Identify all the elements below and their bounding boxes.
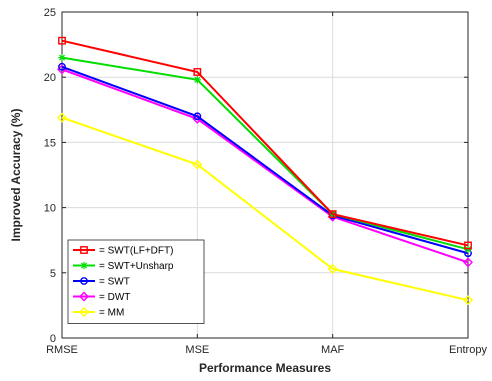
data-point xyxy=(58,53,66,62)
series-1 xyxy=(58,36,472,250)
legend-item: = SWT xyxy=(73,277,130,288)
legend-item: = DWT xyxy=(73,291,130,303)
data-point xyxy=(57,112,67,123)
data-point xyxy=(193,76,202,84)
y-tick-label: 15 xyxy=(44,137,56,149)
data-point xyxy=(464,241,472,250)
legend-item: = SWT(LF+DFT) xyxy=(73,246,173,257)
data-point xyxy=(58,62,66,71)
y-axis-label: Improved Accuracy (%) xyxy=(9,109,23,242)
y-tick-label: 0 xyxy=(50,333,56,345)
legend-item: = MM xyxy=(73,307,124,319)
series-group xyxy=(57,36,473,306)
data-point xyxy=(463,295,473,306)
data-point xyxy=(192,159,203,170)
x-tick-label: MAF xyxy=(321,344,345,356)
series-3 xyxy=(58,62,472,258)
x-tick-label: RMSE xyxy=(46,344,78,356)
data-point xyxy=(327,263,338,274)
y-tick-label: 25 xyxy=(44,7,56,19)
x-tick-label: MSE xyxy=(185,344,209,356)
data-point xyxy=(58,36,66,45)
legend-marker xyxy=(80,261,88,270)
legend: = SWT(LF+DFT) = SWT+Unsharp = SWT = DWT = MM xyxy=(67,239,205,324)
legend-label: = SWT+Unsharp xyxy=(99,261,174,272)
legend-marker xyxy=(80,277,88,285)
data-point xyxy=(193,68,202,76)
legend-label: = MM xyxy=(99,308,124,319)
y-tick-label: 10 xyxy=(44,203,56,215)
y-tick-label: 5 xyxy=(50,268,56,280)
legend-label: = DWT xyxy=(99,292,130,303)
x-tick-label: Entropy xyxy=(449,344,487,356)
legend-marker xyxy=(79,307,89,317)
y-tick-label: 20 xyxy=(44,72,56,84)
legend-item: = SWT+Unsharp xyxy=(73,261,174,272)
series-line xyxy=(61,39,469,247)
series-5 xyxy=(57,112,473,306)
legend-marker xyxy=(79,291,89,302)
series-2 xyxy=(58,53,472,254)
data-point xyxy=(464,245,472,254)
data-point xyxy=(193,112,202,121)
legend-label: = SWT xyxy=(99,277,130,288)
x-axis-label: Performance Measures xyxy=(199,361,331,375)
axis-ticks: 0 5 10 15 20 25 RMSE MSE MAF Entropy xyxy=(44,7,488,356)
plot-frame xyxy=(61,11,469,339)
series-line xyxy=(61,56,469,251)
data-point xyxy=(328,210,337,219)
series-line xyxy=(61,65,469,255)
data-point xyxy=(463,257,473,268)
series-line xyxy=(61,116,469,302)
legend-marker xyxy=(80,246,88,254)
legend-label: = SWT(LF+DFT) xyxy=(99,246,173,257)
series-line xyxy=(61,68,469,264)
